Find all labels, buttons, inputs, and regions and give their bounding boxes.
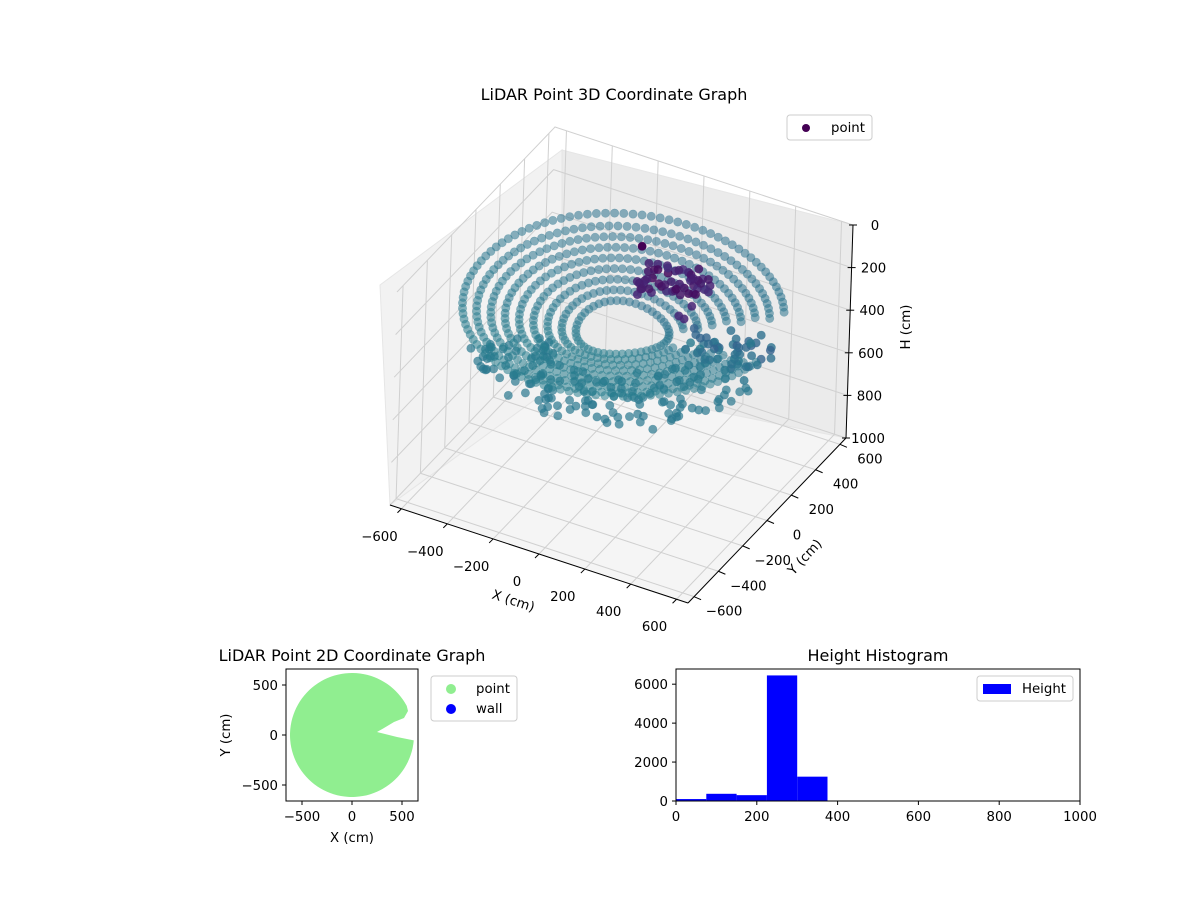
x-tick-label-2d: 0 xyxy=(348,810,356,825)
x-tick-label-2d: 500 xyxy=(389,810,414,825)
x-tick-label-3d: 0 xyxy=(513,575,521,590)
y-tick-label-3d: −400 xyxy=(730,579,767,594)
2d-ticks: −500 −500 0 0 500 500 xyxy=(241,679,414,825)
lidar-3d-plot: LiDAR Point 3D Coordinate Graph −600 −400… xyxy=(361,85,914,635)
height-histogram: Height Histogram 0 200 400 600 800 1000 0 2000 4… xyxy=(634,646,1097,825)
histogram-ticks: 0 200 400 600 800 1000 0 2000 4000 6000 xyxy=(634,678,1097,825)
z-tick-label-3d: 0 xyxy=(871,219,879,234)
histogram-legend: Height xyxy=(976,675,1074,702)
legend-2d-point-label: point xyxy=(476,682,510,697)
z-tick-label-3d: 400 xyxy=(860,304,885,319)
histogram-title: Height Histogram xyxy=(808,646,949,665)
histogram-bar xyxy=(676,799,707,801)
legend-2d-wall-label: wall xyxy=(476,702,502,717)
histogram-bar xyxy=(736,795,767,801)
z-axis-line xyxy=(845,224,854,439)
z-axis-label-3d: H (cm) xyxy=(899,305,914,350)
legend-3d-box xyxy=(786,114,873,141)
y-tick-label-3d: −600 xyxy=(706,605,743,620)
x-tick-label-3d: −600 xyxy=(361,530,398,545)
histogram-y-tick-label: 6000 xyxy=(634,678,668,693)
y-tick-label-3d: 200 xyxy=(809,503,834,518)
y-tick-label-3d: 0 xyxy=(793,529,801,544)
2d-point-disk xyxy=(290,673,414,798)
histogram-x-tick-label: 200 xyxy=(744,810,769,825)
histogram-bar xyxy=(706,793,737,801)
x-tick-label-3d: 400 xyxy=(596,605,621,620)
z-tick-label-3d: 1000 xyxy=(851,432,885,447)
y-tick-label-3d: 400 xyxy=(833,478,858,493)
lidar-2d-title: LiDAR Point 2D Coordinate Graph xyxy=(219,646,486,665)
histogram-legend-box xyxy=(976,675,1074,702)
x-axis-label-3d: X (cm) xyxy=(490,588,536,616)
x-tick-label-3d: 200 xyxy=(550,590,575,605)
histogram-bar xyxy=(797,776,828,801)
histogram-x-tick-label: 400 xyxy=(825,810,850,825)
x-tick-label-3d: 600 xyxy=(642,620,667,635)
histogram-x-tick-label: 1000 xyxy=(1063,810,1097,825)
x-tick-label-3d: −200 xyxy=(453,560,490,575)
y-tick-label-2d: 0 xyxy=(270,729,278,744)
histogram-bar xyxy=(766,675,798,801)
3d-point-cloud xyxy=(457,208,789,434)
histogram-y-tick-label: 4000 xyxy=(634,717,668,732)
z-tick-label-3d: 800 xyxy=(857,389,882,404)
histogram-x-tick-label: 800 xyxy=(987,810,1012,825)
histogram-x-tick-label: 600 xyxy=(906,810,931,825)
z-tick-label-3d: 600 xyxy=(858,347,883,362)
histogram-x-tick-label: 0 xyxy=(672,810,680,825)
legend-3d-point-label: point xyxy=(831,121,865,136)
y-tick-label-3d: 600 xyxy=(857,452,882,467)
histogram-y-tick-label: 2000 xyxy=(634,756,668,771)
legend-3d: point xyxy=(786,114,873,141)
histogram-legend-swatch xyxy=(983,684,1011,694)
legend-2d-point-marker xyxy=(446,684,456,694)
histogram-axes-frame xyxy=(675,668,1081,802)
x-tick-label-2d: −500 xyxy=(284,810,321,825)
z-tick-label-3d: 200 xyxy=(861,262,886,277)
legend-2d-wall-marker xyxy=(446,704,456,714)
x-tick-label-3d: −400 xyxy=(407,545,444,560)
2d-point-area xyxy=(290,673,414,798)
3d-gridlines xyxy=(389,126,854,600)
lidar-2d-plot: LiDAR Point 2D Coordinate Graph −500−500… xyxy=(219,646,518,846)
3d-ticks: −600−400−2000200400600−600−400−200020040… xyxy=(361,219,886,635)
lidar-3d-title: LiDAR Point 3D Coordinate Graph xyxy=(481,85,748,104)
legend-2d: point wall xyxy=(430,675,518,722)
y-tick-label-3d: −200 xyxy=(754,554,791,569)
legend-3d-point-marker xyxy=(802,124,810,132)
y-tick-label-2d: −500 xyxy=(241,779,278,794)
histogram-y-tick-label: 0 xyxy=(660,795,668,810)
histogram-legend-label: Height xyxy=(1022,682,1066,697)
y-tick-label-2d: 500 xyxy=(253,679,278,694)
x-axis-label-2d: X (cm) xyxy=(330,831,374,846)
y-axis-label-2d: Y (cm) xyxy=(219,714,234,758)
histogram-bars xyxy=(676,675,828,801)
